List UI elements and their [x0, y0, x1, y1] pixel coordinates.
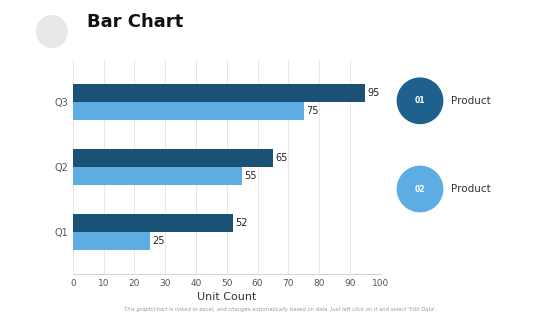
Text: 01: 01 [415, 96, 425, 105]
Bar [73, 102, 304, 120]
Circle shape [397, 166, 442, 212]
X-axis label: Unit Count: Unit Count [197, 292, 256, 302]
Text: 55: 55 [245, 171, 257, 181]
Text: 25: 25 [152, 236, 165, 246]
Text: 52: 52 [235, 218, 248, 228]
Text: This graph/chart is linked to excel, and changes automatically based on data. Ju: This graph/chart is linked to excel, and… [124, 307, 436, 312]
Circle shape [397, 78, 442, 123]
Text: 95: 95 [368, 88, 380, 98]
Text: Product: Product [451, 184, 491, 194]
Text: 65: 65 [276, 153, 288, 163]
Circle shape [36, 16, 67, 47]
Bar [73, 167, 242, 185]
Text: Product: Product [451, 96, 491, 106]
Bar [73, 232, 150, 250]
Text: 75: 75 [306, 106, 319, 116]
Bar [73, 149, 273, 167]
Text: 02: 02 [415, 185, 425, 193]
Bar [73, 214, 233, 232]
Text: Bar Chart: Bar Chart [87, 13, 183, 31]
Bar [73, 84, 366, 102]
